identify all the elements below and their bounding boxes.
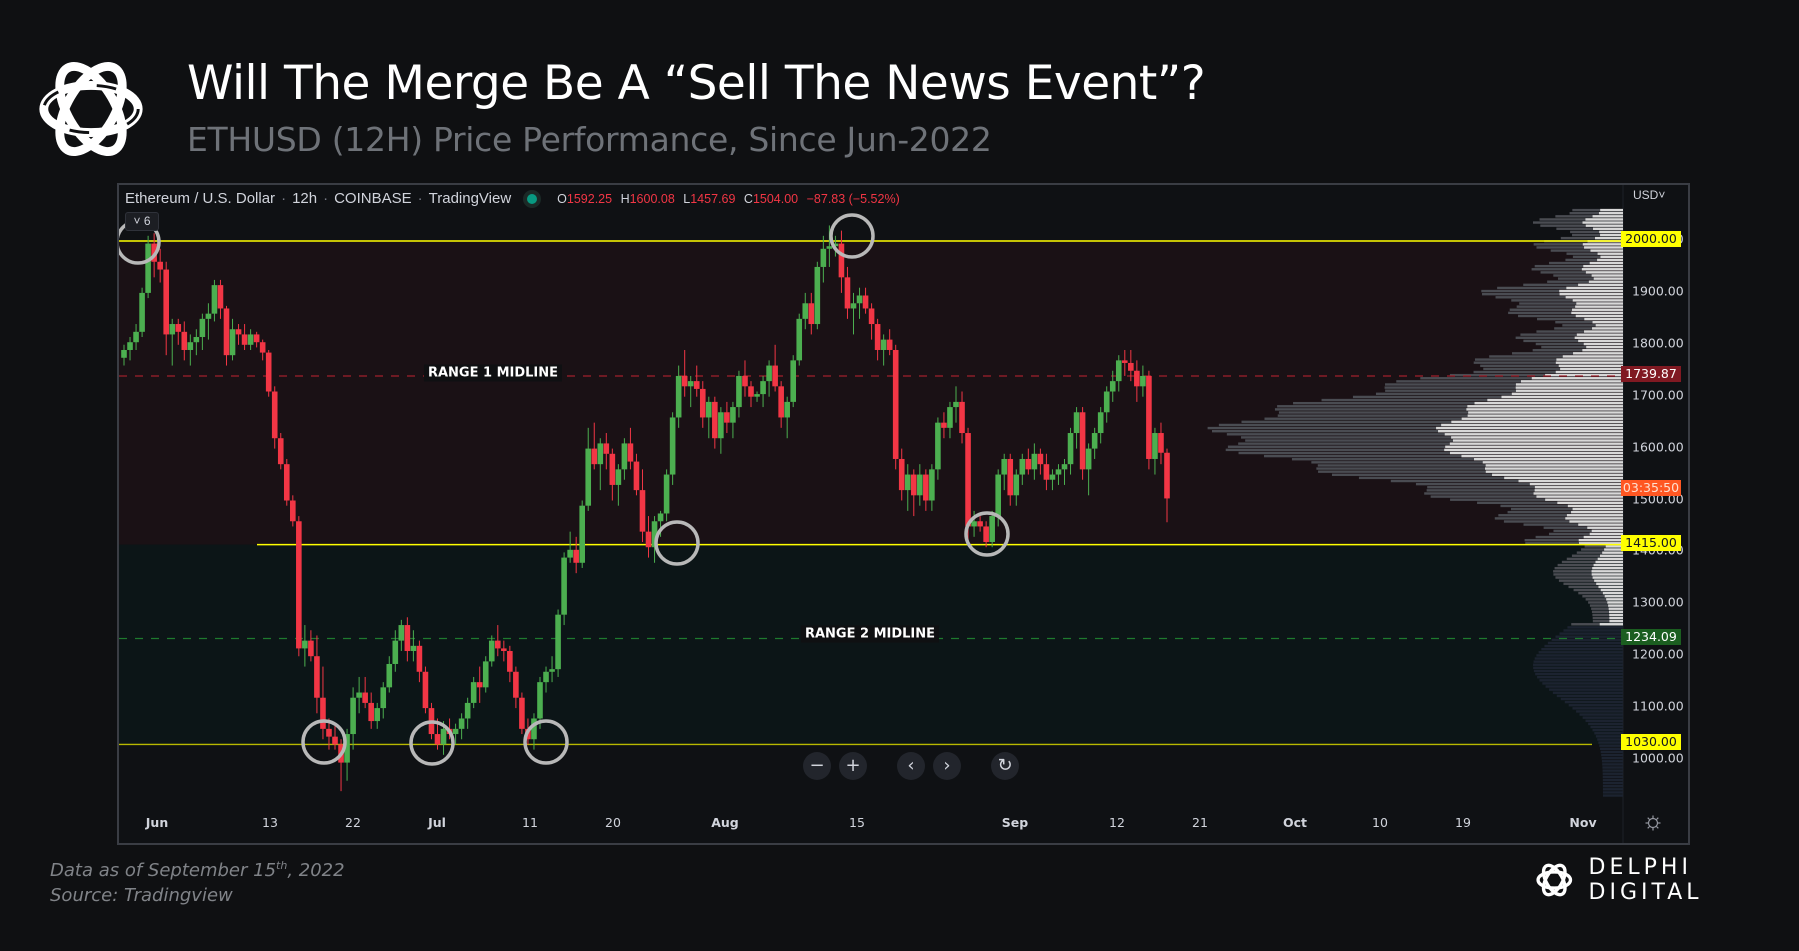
delphi-brand-icon xyxy=(1536,863,1573,897)
price-tick-label: 1300.00 xyxy=(1632,594,1684,610)
zoom-out-button[interactable]: − xyxy=(803,752,831,780)
candlestick-chart[interactable] xyxy=(119,185,1690,845)
range-2-midline-label: RANGE 2 MIDLINE xyxy=(800,625,940,643)
scroll-left-button[interactable]: ‹ xyxy=(897,752,925,780)
time-tick-label: 22 xyxy=(345,815,361,830)
delphi-logo-icon xyxy=(39,62,143,156)
time-tick-label: Jul xyxy=(428,815,446,830)
brand-name: DELPHI DIGITAL xyxy=(1588,855,1703,905)
indicators-collapse-button[interactable]: ˅ 6 xyxy=(125,212,159,231)
price-tag: 1739.87 xyxy=(1621,366,1681,382)
interval[interactable]: 12h xyxy=(292,190,318,207)
reset-chart-button[interactable]: ↻ xyxy=(991,752,1019,780)
time-tick-label: Sep xyxy=(1001,815,1029,830)
time-tick-label: 12 xyxy=(1109,815,1125,830)
ohlc-values: O1592.25 H1600.08 L1457.69 C1504.00 −87.… xyxy=(557,191,900,206)
price-tick-label: 1800.00 xyxy=(1632,335,1684,351)
price-tick-label: 1600.00 xyxy=(1632,439,1684,455)
time-tick-label: Aug xyxy=(711,815,739,830)
page-subtitle: ETHUSD (12H) Price Performance, Since Ju… xyxy=(187,120,992,159)
time-tick-label: 19 xyxy=(1455,815,1471,830)
scroll-right-button[interactable]: › xyxy=(933,752,961,780)
time-tick-label: 10 xyxy=(1372,815,1388,830)
price-tick-label: 1700.00 xyxy=(1632,387,1684,403)
chart-frame[interactable] xyxy=(117,183,1690,845)
price-tag: 1234.09 xyxy=(1621,628,1681,645)
settings-gear-icon[interactable] xyxy=(1645,815,1661,831)
price-tick-label: 1100.00 xyxy=(1632,698,1684,714)
chart-navigation: − + ‹ › ↻ xyxy=(803,752,1019,780)
source: TradingView xyxy=(428,190,512,207)
exchange: COINBASE xyxy=(334,190,412,207)
time-tick-label: Jun xyxy=(145,815,169,830)
price-tag: 2000.00 xyxy=(1621,231,1681,247)
currency-dropdown[interactable]: USD˅ xyxy=(1633,188,1666,202)
time-tick-label: 13 xyxy=(262,815,278,830)
page-title: Will The Merge Be A “Sell The News Event… xyxy=(187,56,1206,111)
time-tick-label: 20 xyxy=(605,815,621,830)
range-1-midline-label: RANGE 1 MIDLINE xyxy=(423,364,563,382)
time-tick-label: 15 xyxy=(849,815,865,830)
symbol-name[interactable]: Ethereum / U.S. Dollar xyxy=(125,190,276,207)
time-tick-label: Oct xyxy=(1282,815,1308,830)
price-tag: 03:35:50 xyxy=(1621,480,1681,497)
price-tag: 1030.00 xyxy=(1621,734,1681,751)
price-tick-label: 1900.00 xyxy=(1632,283,1684,299)
price-tick-label: 1000.00 xyxy=(1632,750,1684,766)
brand-footer: DELPHI DIGITAL xyxy=(1534,855,1799,905)
time-tick-label: 11 xyxy=(522,815,538,830)
price-tick-label: 1200.00 xyxy=(1632,646,1684,662)
market-status-dot-icon xyxy=(527,193,538,204)
zoom-in-button[interactable]: + xyxy=(839,752,867,780)
price-tag: 1415.00 xyxy=(1621,534,1681,551)
time-tick-label: Nov xyxy=(1569,815,1597,830)
time-tick-label: 21 xyxy=(1192,815,1208,830)
footnote: Data as of September 15th, 2022 Source: … xyxy=(50,859,345,906)
chart-legend: Ethereum / U.S. Dollar · 12h · COINBASE … xyxy=(125,190,905,207)
